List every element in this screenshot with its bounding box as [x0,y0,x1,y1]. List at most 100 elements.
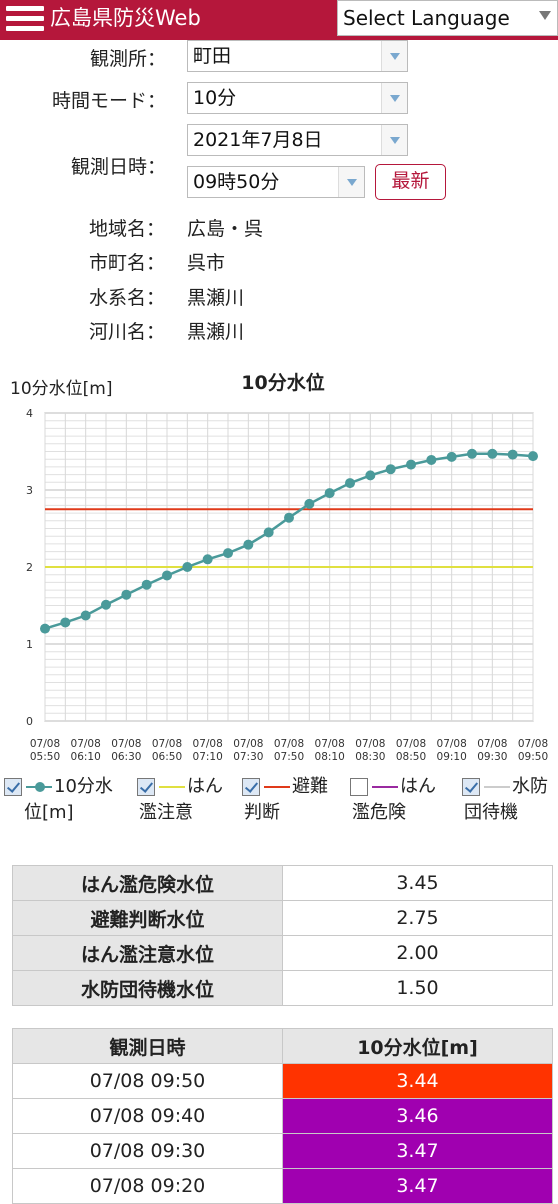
language-select-label: Select Language [343,6,510,30]
table-row: はん濫注意水位 2.00 [12,935,553,971]
legend-checkbox[interactable] [462,778,480,796]
data-point [304,498,315,509]
river-label: 河川名： [88,321,165,343]
y-axis-label: 10分水位[m] [10,379,112,399]
x-tick-label: 07/08 [518,738,548,750]
legend-label: 団待機 [464,802,518,823]
city-label: 市町名： [88,252,165,274]
threshold-value: 2.75 [282,900,553,936]
observation-time: 07/08 09:40 [12,1098,283,1134]
station-label: 観測所： [89,48,166,70]
legend-checkbox[interactable] [4,778,22,796]
data-point [324,488,335,499]
table-row: 避難判断水位 2.75 [12,900,553,936]
threshold-value: 2.00 [282,935,553,971]
table-row: 07/08 09:20 3.47 [12,1168,553,1204]
table-row: 07/08 09:40 3.46 [12,1098,553,1134]
x-tick-label: 07/08 [396,738,426,750]
legend-label: 水防 [512,776,548,797]
water-system-value: 黒瀬川 [187,287,245,309]
data-point [223,548,233,559]
date-select[interactable]: 2021年7月8日 [187,124,408,156]
chevron-down-icon [539,11,551,20]
legend-line-swatch [372,786,398,788]
app-title: 広島県防災Web [50,6,201,30]
refresh-button[interactable]: 最新 [375,164,446,200]
x-tick-label: 07/08 [152,738,182,750]
x-tick-label: 07/08 [437,738,467,750]
x-tick-label: 08:10 [315,751,345,763]
chevron-down-icon [381,125,407,155]
language-select[interactable]: Select Language [337,0,558,36]
data-point [182,562,193,572]
legend-checkbox[interactable] [242,778,260,796]
x-tick-label: 07/08 [193,738,223,750]
data-point [263,527,274,538]
column-header-level: 10分水位[m] [282,1028,553,1064]
threshold-value: 1.50 [282,970,553,1006]
hamburger-menu-icon[interactable] [6,4,44,34]
data-point [446,451,457,462]
observation-level: 3.46 [282,1098,553,1134]
x-tick-label: 07/08 [477,738,507,750]
table-row: 07/08 09:30 3.47 [12,1133,553,1169]
threshold-value: 3.45 [282,865,553,901]
x-tick-label: 05:50 [30,751,60,763]
observation-time: 07/08 09:50 [12,1063,283,1099]
data-point [487,448,498,459]
x-tick-label: 09:10 [437,751,467,763]
x-tick-label: 06:10 [71,751,101,763]
column-header-time: 観測日時 [12,1028,283,1064]
y-tick-label: 0 [26,715,33,728]
datetime-label: 観測日時： [70,156,166,178]
river-value: 黒瀬川 [187,321,245,343]
table-row: はん濫危険水位 3.45 [12,865,553,901]
legend-checkbox[interactable] [350,778,368,796]
data-point [345,478,355,489]
x-tick-label: 07/08 [315,738,345,750]
time-mode-select[interactable]: 10分 [187,82,408,114]
threshold-label: はん濫注意水位 [12,935,283,971]
x-tick-label: 07/08 [355,738,385,750]
data-point [385,464,396,475]
x-tick-label: 07/08 [233,738,263,750]
data-point [507,449,518,460]
x-tick-label: 08:30 [355,751,385,763]
data-point [121,589,132,600]
legend-line-swatch [484,786,510,788]
station-select[interactable]: 町田 [187,40,408,72]
observation-level: 3.47 [282,1133,553,1169]
station-select-value: 町田 [193,45,232,67]
threshold-label: 水防団待機水位 [12,970,283,1006]
threshold-label: はん濫危険水位 [12,865,283,901]
data-point [284,512,294,523]
threshold-table: はん濫危険水位 3.45 避難判断水位 2.75 はん濫注意水位 2.00 水防団待機水位 1… [12,865,553,1006]
data-point [101,599,111,610]
y-tick-label: 1 [26,638,33,651]
data-point [141,579,152,590]
legend-checkbox[interactable] [137,778,155,796]
chevron-down-icon [381,83,407,113]
data-point [40,623,50,634]
chevron-down-icon [381,41,407,71]
chart-title: 10分水位 [241,371,324,394]
x-tick-label: 09:50 [518,751,548,763]
table-row: 水防団待機水位 1.50 [12,970,553,1006]
legend-label: 避難 [292,776,328,797]
time-select[interactable]: 09時50分 [187,166,365,198]
x-tick-label: 07:50 [274,751,304,763]
time-select-value: 09時50分 [193,171,280,193]
data-point [467,448,477,459]
x-tick-label: 08:50 [396,751,426,763]
data-point [162,570,172,581]
x-tick-label: 06:30 [111,751,141,763]
table-row: 07/08 09:50 3.44 [12,1063,553,1099]
region-value: 広島・呉 [187,218,264,240]
legend-label: はん [187,776,223,797]
data-point [60,617,71,628]
legend-label: 10分水 [54,776,113,797]
y-tick-label: 2 [26,561,33,574]
date-select-value: 2021年7月8日 [193,129,323,151]
city-value: 呉市 [187,252,226,274]
x-tick-label: 07/08 [71,738,101,750]
